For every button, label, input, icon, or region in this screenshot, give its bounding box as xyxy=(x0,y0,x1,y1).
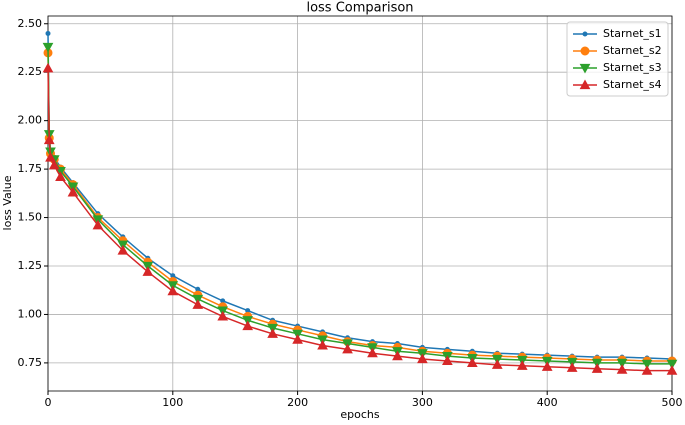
plot-frame xyxy=(47,15,673,392)
y-tick-label: 1.50 xyxy=(18,211,43,224)
marker xyxy=(666,359,678,370)
y-tick-label: 2.25 xyxy=(18,65,43,78)
legend-box xyxy=(566,21,669,97)
marker xyxy=(579,63,591,74)
x-tick-label: 100 xyxy=(162,396,183,409)
x-tick-label: 0 xyxy=(45,396,52,409)
marker xyxy=(67,186,79,197)
y-tick-label: 2.50 xyxy=(18,17,43,30)
chart-title: loss Comparison xyxy=(306,1,413,16)
y-tick-label: 1.75 xyxy=(18,162,43,175)
marker xyxy=(92,219,104,230)
marker xyxy=(442,355,453,366)
marker xyxy=(641,359,653,370)
y-tick-label: 1.25 xyxy=(18,259,43,272)
marker xyxy=(641,365,653,375)
marker xyxy=(167,285,179,296)
marker xyxy=(242,320,254,331)
y-tick-label: 0.75 xyxy=(18,356,43,369)
line xyxy=(47,68,672,372)
legend-label: Starnet_s1 xyxy=(603,27,662,40)
legend-label: Starnet_s4 xyxy=(603,78,662,91)
marker xyxy=(42,62,54,73)
marker xyxy=(217,310,229,321)
legend-label: Starnet_s2 xyxy=(603,44,662,57)
marker xyxy=(117,244,129,255)
x-tick-label: 200 xyxy=(287,396,308,409)
marker xyxy=(580,46,590,56)
marker xyxy=(267,328,278,338)
marker xyxy=(616,358,628,369)
line xyxy=(47,33,673,360)
marker xyxy=(367,347,378,358)
marker xyxy=(579,79,591,90)
y-tick-label: 2.00 xyxy=(18,114,43,127)
marker xyxy=(541,361,553,371)
x-tick-label: 400 xyxy=(537,396,558,409)
marker xyxy=(192,299,204,309)
marker xyxy=(342,343,353,354)
marker xyxy=(616,364,628,374)
marker xyxy=(45,151,56,162)
marker xyxy=(591,363,603,373)
x-axis-label: epochs xyxy=(340,408,379,421)
marker xyxy=(55,171,66,181)
marker xyxy=(666,365,678,375)
marker xyxy=(466,357,478,367)
marker xyxy=(516,360,528,370)
x-tick-label: 300 xyxy=(412,396,433,409)
marker xyxy=(142,266,154,276)
marker xyxy=(417,353,428,364)
marker xyxy=(491,359,503,369)
marker xyxy=(392,350,403,361)
marker xyxy=(582,31,588,37)
series xyxy=(42,62,678,375)
marker xyxy=(317,339,328,350)
marker xyxy=(48,159,60,170)
marker xyxy=(43,134,55,145)
y-tick-label: 1.00 xyxy=(18,307,43,320)
marker xyxy=(566,362,578,372)
legend-label: Starnet_s3 xyxy=(603,61,662,74)
marker xyxy=(42,42,54,53)
x-tick-label: 500 xyxy=(662,396,683,409)
y-axis-label: loss Value xyxy=(1,175,14,230)
marker xyxy=(45,30,51,36)
marker xyxy=(292,334,303,344)
